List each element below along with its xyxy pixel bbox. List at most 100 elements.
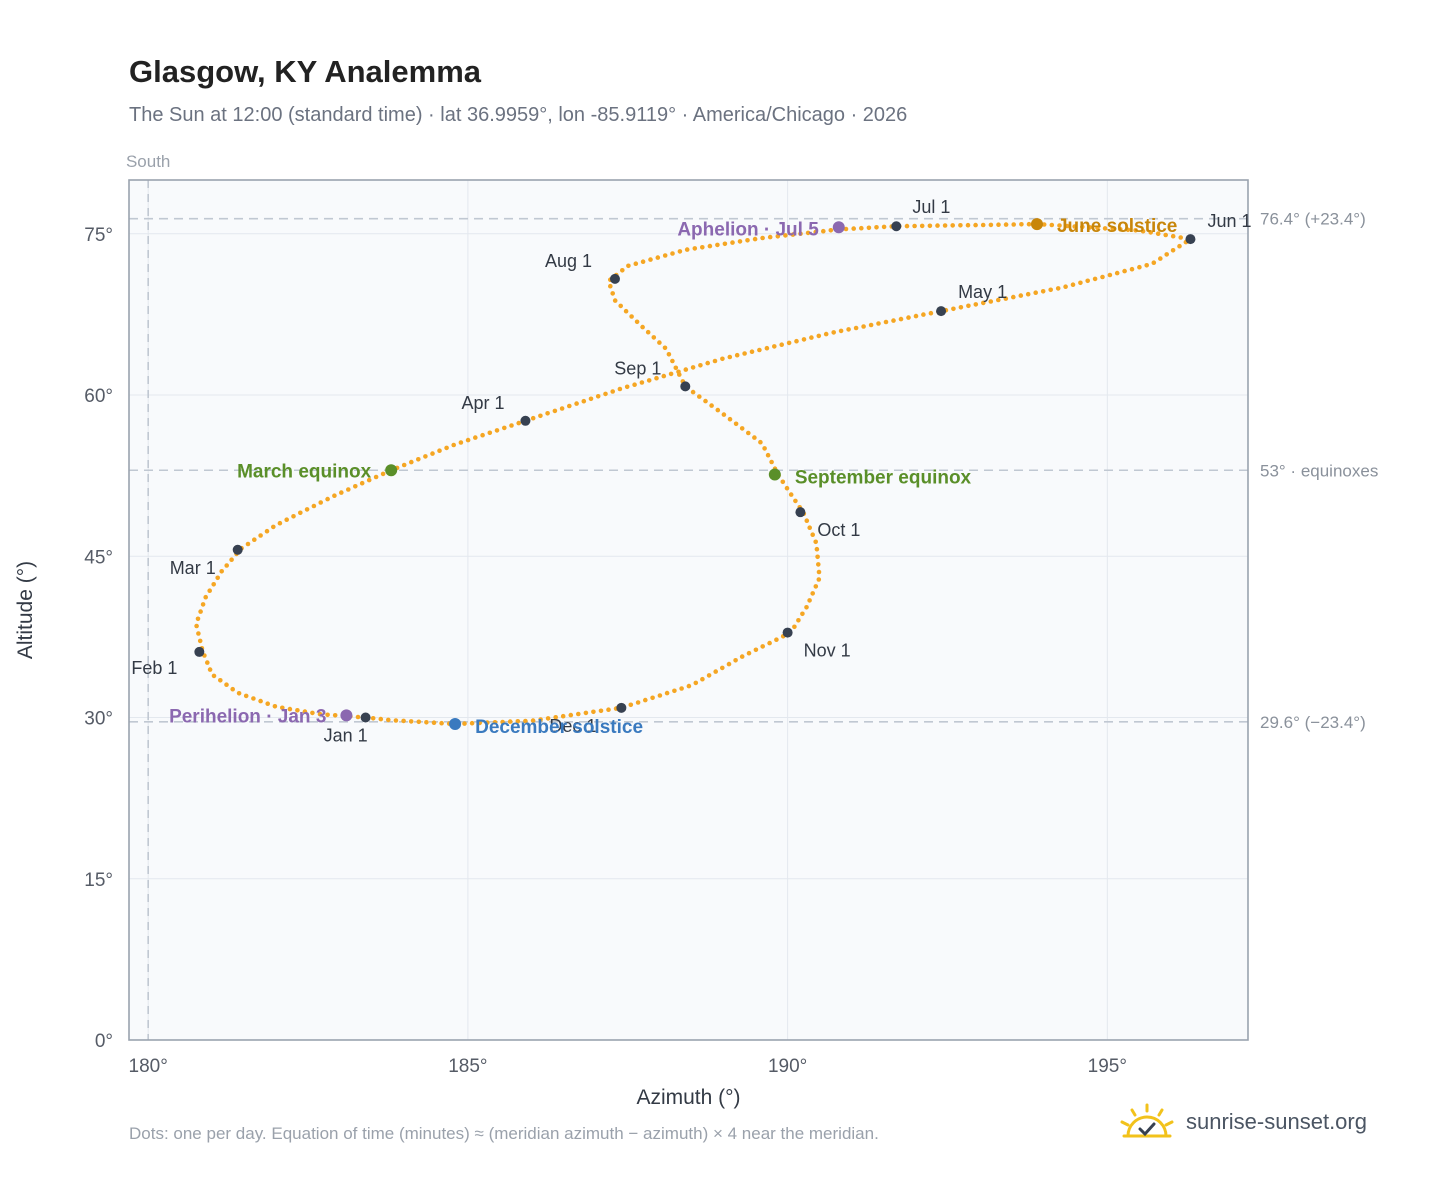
daily-sun-dot [284,517,290,522]
page-subtitle: The Sun at 12:00 (standard time) · lat 3… [129,104,908,126]
daily-sun-dot [958,223,963,228]
sun-check-icon [1120,1103,1174,1138]
daily-sun-dot [816,577,822,582]
daily-sun-dot [780,479,786,485]
daily-sun-dot [851,226,856,231]
daily-sun-dot [366,477,372,483]
daily-sun-dot [726,661,732,667]
daily-sun-dot [706,673,712,678]
daily-sun-dot [530,415,536,421]
daily-sun-dot [271,524,276,530]
daily-sun-dot [431,720,437,725]
daily-sun-dot [1048,287,1053,293]
daily-sun-dot [635,700,641,705]
daily-sun-dot [1164,252,1169,257]
daily-sun-dot [801,337,807,342]
daily-sun-dot [1122,268,1127,274]
daily-sun-dot [317,711,323,717]
daily-sun-dot [280,705,285,711]
daily-sun-dot [409,459,414,465]
daily-sun-dot [767,640,772,646]
daily-sun-dot [668,371,674,377]
x-axis-title: Azimuth (°) [636,1086,740,1109]
event-label: June solstice [1057,216,1177,237]
daily-sun-dot [1095,225,1100,231]
x-tick-label: 190° [768,1056,807,1077]
daily-sun-dot [775,234,781,239]
y-tick-label: 60° [84,386,113,407]
daily-sun-dot [727,354,733,360]
month-marker [360,712,371,723]
daily-sun-dot [821,228,826,234]
daily-sun-dot [1011,222,1016,227]
daily-sun-dot [650,695,655,701]
daily-sun-dot [469,720,475,726]
daily-sun-dot [921,312,926,317]
daily-sun-dot [906,315,911,320]
daily-sun-dot [618,303,623,309]
daily-sun-dot [243,693,249,699]
daily-sun-dot [813,229,818,235]
daily-sun-dot [661,373,667,379]
daily-sun-dot [1087,225,1093,230]
daily-sun-dot [509,423,514,428]
month-marker [616,702,627,713]
daily-sun-dot [386,717,391,723]
x-tick-label: 195° [1088,1056,1127,1077]
daily-sun-dot [626,263,631,269]
month-label: Jul 1 [912,197,950,217]
daily-sun-dot [251,696,256,701]
month-label: Nov 1 [804,641,851,661]
daily-sun-dot [1178,235,1183,240]
event-label: Aphelion · Jul 5 [677,219,819,240]
daily-sun-dot [1100,274,1105,280]
daily-sun-dot [853,325,859,331]
daily-sun-dot [215,575,220,581]
plot-area [129,180,1248,1040]
daily-sun-dot [794,338,799,344]
daily-sun-dot [648,257,653,262]
daily-sun-dot [458,440,464,445]
daily-sun-dot [608,283,613,289]
daily-sun-dot [302,709,308,714]
daily-sun-dot [591,709,596,715]
daily-sun-dot [553,715,558,720]
daily-sun-dot [423,454,428,459]
daily-sun-dot [1107,272,1113,278]
daily-sun-dot [868,322,874,328]
daily-sun-dot [298,510,303,516]
daily-sun-dot [739,426,745,431]
daily-sun-dot [451,442,457,448]
reference-line-label: 76.4° (+23.4°) [1260,210,1366,229]
daily-sun-dot [492,720,498,725]
daily-sun-dot [277,520,283,526]
event-marker [340,709,353,722]
event-label: Perihelion · Jan 3 [169,706,326,727]
daily-sun-dot [1072,224,1077,229]
daily-sun-dot [1025,291,1031,297]
daily-sun-dot [560,713,566,719]
daily-sun-dot [245,541,251,547]
daily-sun-dot [713,669,718,674]
daily-sun-dot [919,223,925,229]
daily-sun-dot [480,432,485,438]
daily-sun-dot [603,391,608,397]
daily-sun-dot [196,631,201,636]
event-label: March equinox [237,461,372,482]
event-marker [385,464,398,477]
month-marker [782,627,793,638]
month-label: Feb 1 [131,658,177,678]
daily-sun-dot [304,507,310,512]
daily-sun-dot [734,352,740,358]
daily-sun-dot [912,223,917,229]
daily-sun-dot [807,525,812,530]
daily-sun-dot [677,249,683,254]
daily-sun-dot [219,569,224,574]
daily-sun-dot [712,358,718,364]
daily-sun-dot [373,474,379,480]
brand-link[interactable]: sunrise-sunset.org [1118,1100,1367,1144]
daily-sun-dot [1070,282,1076,288]
daily-sun-dot [568,712,574,718]
reference-line-label: 29.6° (−23.4°) [1260,713,1366,732]
